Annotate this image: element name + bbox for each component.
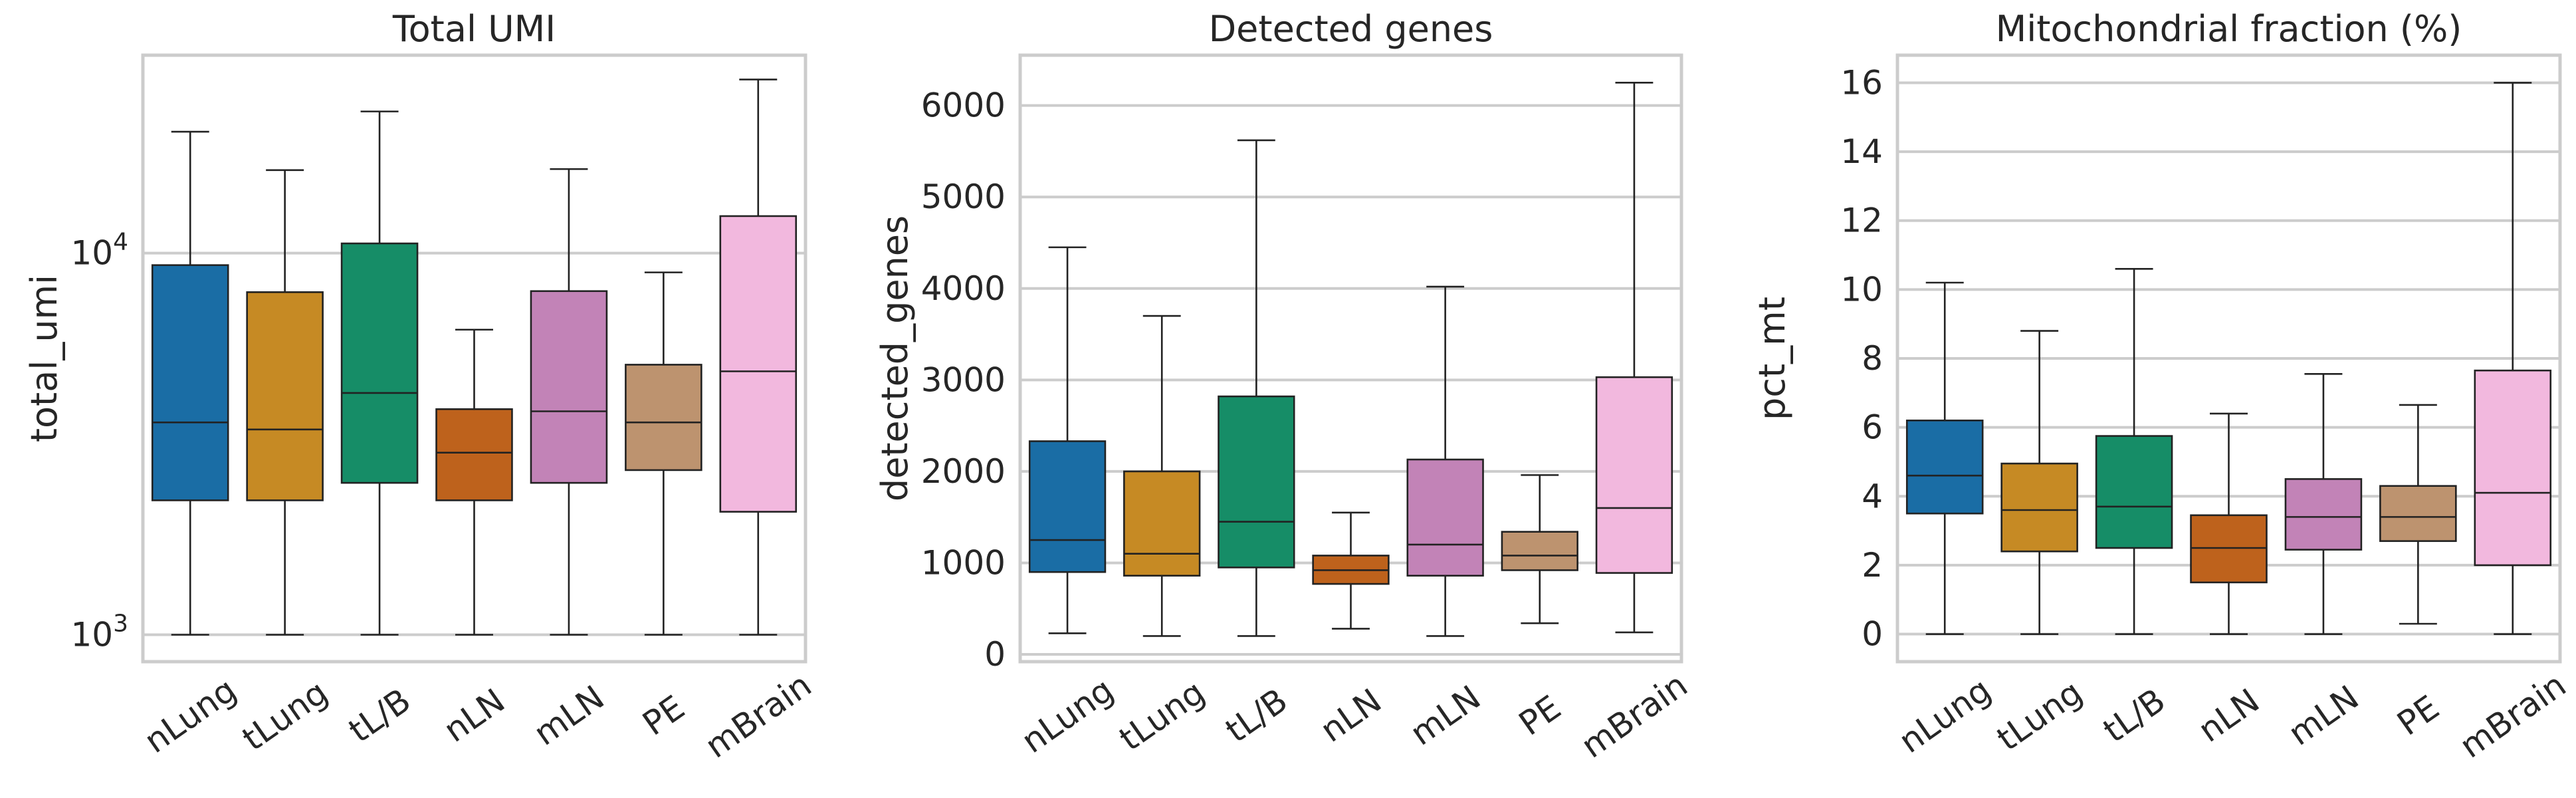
- box-nln: [435, 329, 513, 636]
- iqr-box: [625, 364, 702, 471]
- box-nlung: [151, 130, 229, 636]
- y-tick-label: 8: [1862, 339, 1883, 378]
- chart-title: Total UMI: [392, 8, 556, 50]
- y-tick-exponent: 3: [113, 610, 128, 637]
- box-nln: [1312, 511, 1390, 630]
- y-axis-label: total_umi: [23, 275, 65, 442]
- x-tick-label: nLN: [1313, 682, 1388, 750]
- y-tick-label: 3000: [921, 360, 1006, 399]
- y-tick-label: 5000: [921, 178, 1006, 216]
- iqr-box: [719, 215, 798, 513]
- x-tick-label: mBrain: [1574, 666, 1695, 766]
- chart-title: Detected genes: [1209, 8, 1493, 50]
- iqr-box: [1501, 531, 1578, 571]
- box-mbrain: [719, 78, 798, 636]
- x-tick-label: nLN: [437, 682, 512, 750]
- x-tick-label: PE: [2391, 688, 2446, 743]
- iqr-box: [2095, 435, 2173, 549]
- x-tick-label: nLung: [138, 670, 243, 761]
- x-tick-label: tL/B: [1219, 681, 1295, 750]
- iqr-box: [1595, 376, 1673, 574]
- x-tick-label: mLN: [527, 678, 611, 753]
- y-tick-label: 4: [1862, 477, 1883, 515]
- x-tick-label: PE: [1512, 688, 1568, 743]
- box-nln: [2190, 412, 2268, 635]
- box-mbrain: [1595, 81, 1673, 634]
- box-mln: [1406, 285, 1484, 637]
- iqr-box: [2284, 478, 2363, 551]
- axis-frame: [1018, 53, 1683, 664]
- x-tick-label: nLung: [1015, 670, 1121, 761]
- box-nlung: [1028, 246, 1107, 634]
- iqr-box: [1406, 458, 1484, 577]
- x-tick-label: mBrain: [2453, 666, 2573, 766]
- iqr-box: [340, 242, 419, 484]
- x-tick-label: mLN: [1404, 678, 1488, 753]
- x-tick-label: tL/B: [2096, 681, 2172, 750]
- y-tick-label: 1000: [921, 543, 1006, 582]
- box-pe: [625, 271, 702, 636]
- y-tick-label: 103: [70, 610, 128, 654]
- y-tick-label: 12: [1840, 201, 1883, 240]
- y-tick-base: 10: [70, 234, 113, 273]
- iqr-box: [1905, 419, 1984, 515]
- x-tick-label: nLung: [1892, 670, 1998, 761]
- x-tick-label: nLN: [2191, 682, 2266, 750]
- box-mln: [2284, 373, 2363, 635]
- box-mbrain: [2474, 82, 2552, 635]
- y-tick-label: 2000: [921, 452, 1006, 491]
- x-tick-label: tLung: [235, 673, 334, 759]
- y-tick-label: 16: [1840, 63, 1883, 102]
- axis-frame: [141, 53, 807, 664]
- y-tick-label: 14: [1840, 132, 1883, 171]
- x-tick-label: mBrain: [698, 666, 819, 766]
- y-axis-label: detected_genes: [874, 215, 916, 501]
- y-tick-label: 6: [1862, 408, 1883, 447]
- x-tick-label: PE: [636, 688, 692, 743]
- iqr-box: [2379, 485, 2457, 542]
- iqr-box: [530, 290, 608, 484]
- box-tl-b: [2095, 267, 2173, 635]
- box-pe: [1501, 474, 1578, 624]
- y-tick-label: 104: [70, 229, 128, 273]
- iqr-box: [151, 264, 229, 501]
- box-nlung: [1905, 281, 1984, 635]
- iqr-box: [435, 408, 513, 501]
- x-tick-label: tLung: [1990, 673, 2089, 759]
- box-tl-b: [340, 110, 419, 636]
- y-axis-label: pct_mt: [1751, 297, 1793, 420]
- iqr-box: [1218, 395, 1295, 569]
- iqr-box: [246, 291, 324, 501]
- chart-title: Mitochondrial fraction (%): [1996, 8, 2462, 50]
- box-tl-b: [1218, 139, 1295, 637]
- box-tlung: [2000, 330, 2078, 635]
- iqr-box: [1123, 470, 1201, 577]
- iqr-box: [2474, 369, 2552, 567]
- x-tick-label: mLN: [2282, 678, 2366, 753]
- y-tick-base: 10: [70, 615, 113, 654]
- box-tlung: [1123, 315, 1201, 637]
- iqr-box: [2000, 462, 2078, 553]
- iqr-box: [1028, 440, 1107, 573]
- box-pe: [2379, 404, 2457, 625]
- y-tick-label: 0: [984, 635, 1006, 674]
- box-mln: [530, 168, 608, 636]
- x-tick-label: tLung: [1113, 673, 1212, 759]
- y-tick-label: 2: [1862, 546, 1883, 585]
- y-tick-exponent: 4: [113, 229, 128, 256]
- y-tick-label: 0: [1862, 615, 1883, 654]
- x-tick-label: tL/B: [342, 681, 417, 750]
- y-tick-label: 10: [1840, 270, 1883, 309]
- box-tlung: [246, 169, 324, 636]
- axis-frame: [1895, 53, 2562, 664]
- y-tick-label: 6000: [921, 86, 1006, 125]
- y-tick-label: 4000: [921, 269, 1006, 308]
